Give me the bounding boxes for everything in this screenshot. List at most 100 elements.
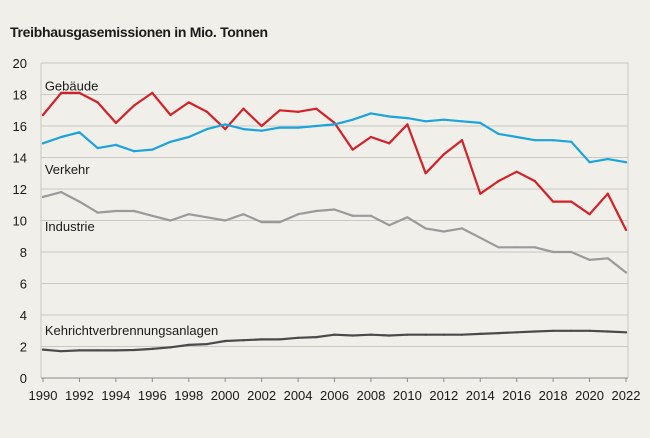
data-point-industrie xyxy=(351,214,354,217)
x-tick-label: 2014 xyxy=(466,388,495,403)
data-point-industrie xyxy=(151,214,154,217)
data-point-kehrichtverbrennungsanlagen xyxy=(406,333,409,336)
data-point-kehrichtverbrennungsanlagen xyxy=(224,339,227,343)
data-point-verkehr xyxy=(460,120,464,123)
data-point-geb-ude xyxy=(606,192,609,195)
data-point-industrie xyxy=(114,209,117,213)
data-point-geb-ude xyxy=(260,124,263,128)
data-point-verkehr xyxy=(479,121,482,124)
series-label: Industrie xyxy=(45,219,95,234)
data-point-verkehr xyxy=(60,135,63,139)
data-point-geb-ude xyxy=(297,110,300,113)
x-tick-label: 2018 xyxy=(539,388,568,403)
series-label: Verkehr xyxy=(45,162,90,177)
data-point-geb-ude xyxy=(96,101,99,104)
data-point-verkehr xyxy=(151,148,154,151)
data-point-verkehr xyxy=(96,147,99,150)
data-point-verkehr xyxy=(297,126,300,129)
data-point-geb-ude xyxy=(60,91,63,94)
data-point-verkehr xyxy=(369,112,372,115)
data-point-geb-ude xyxy=(515,170,518,173)
data-point-verkehr xyxy=(497,132,500,135)
data-point-kehrichtverbrennungsanlagen xyxy=(424,333,427,336)
data-point-geb-ude xyxy=(78,91,81,94)
x-tick-label: 2022 xyxy=(612,388,641,403)
x-tick-label: 2010 xyxy=(393,388,422,403)
data-point-industrie xyxy=(479,236,482,239)
data-point-verkehr xyxy=(224,123,227,126)
data-point-kehrichtverbrennungsanlagen xyxy=(515,331,518,334)
data-point-kehrichtverbrennungsanlagen xyxy=(242,339,245,342)
data-point-industrie xyxy=(78,200,81,203)
data-point-industrie xyxy=(333,208,336,211)
data-point-geb-ude xyxy=(533,180,537,183)
data-point-kehrichtverbrennungsanlagen xyxy=(588,329,591,332)
y-tick-label: 10 xyxy=(13,214,27,229)
data-point-industrie xyxy=(297,213,300,216)
data-point-verkehr xyxy=(588,161,591,164)
data-point-industrie xyxy=(388,224,391,227)
y-tick-label: 0 xyxy=(20,371,27,386)
x-tick-label: 1998 xyxy=(174,388,203,403)
series-label: Kehrichtverbrennungsanlagen xyxy=(45,323,218,338)
data-point-industrie xyxy=(497,246,500,249)
data-point-kehrichtverbrennungsanlagen xyxy=(552,329,555,332)
series-line-verkehr xyxy=(41,112,628,164)
data-point-kehrichtverbrennungsanlagen xyxy=(96,349,99,352)
y-tick-label: 14 xyxy=(13,151,27,166)
data-point-verkehr xyxy=(388,115,391,118)
data-point-verkehr xyxy=(333,123,336,126)
data-point-verkehr xyxy=(114,143,117,146)
data-point-geb-ude xyxy=(442,153,445,156)
data-point-verkehr xyxy=(133,150,136,153)
x-tick-label: 2020 xyxy=(575,388,604,403)
data-point-geb-ude xyxy=(205,110,209,113)
data-point-geb-ude xyxy=(588,213,591,216)
data-point-geb-ude xyxy=(460,139,464,142)
data-point-geb-ude xyxy=(351,148,354,151)
data-point-kehrichtverbrennungsanlagen xyxy=(533,330,537,333)
data-point-kehrichtverbrennungsanlagen xyxy=(624,331,628,334)
data-point-verkehr xyxy=(424,120,427,123)
data-point-verkehr xyxy=(515,135,518,139)
data-point-kehrichtverbrennungsanlagen xyxy=(606,330,609,333)
data-point-kehrichtverbrennungsanlagen xyxy=(278,338,281,341)
data-point-verkehr xyxy=(260,129,263,132)
data-point-industrie xyxy=(442,230,445,233)
data-point-industrie xyxy=(41,195,45,198)
data-point-industrie xyxy=(460,227,464,230)
y-axis-title: Treibhausgasemissionen in Mio. Tonnen xyxy=(10,24,268,40)
series-line-industrie xyxy=(41,191,628,274)
series-label: Gebäude xyxy=(45,79,99,94)
data-point-industrie xyxy=(205,216,209,219)
data-point-kehrichtverbrennungsanlagen xyxy=(187,343,190,346)
data-point-geb-ude xyxy=(187,101,190,104)
data-point-geb-ude xyxy=(151,91,154,94)
data-point-industrie xyxy=(406,216,409,219)
data-point-geb-ude xyxy=(242,107,245,110)
data-point-verkehr xyxy=(187,135,190,139)
data-point-verkehr xyxy=(278,126,281,129)
y-tick-label: 12 xyxy=(13,182,27,197)
data-point-verkehr xyxy=(533,139,537,142)
y-tick-label: 16 xyxy=(13,119,27,134)
x-tick-label: 2000 xyxy=(211,388,240,403)
data-point-verkehr xyxy=(624,161,628,164)
data-point-verkehr xyxy=(78,131,81,134)
data-point-geb-ude xyxy=(497,180,500,183)
y-tick-label: 8 xyxy=(20,245,27,260)
data-point-geb-ude xyxy=(406,123,409,126)
data-point-kehrichtverbrennungsanlagen xyxy=(297,336,300,339)
data-point-geb-ude xyxy=(114,121,117,124)
data-point-kehrichtverbrennungsanlagen xyxy=(205,343,209,346)
data-point-industrie xyxy=(588,258,591,261)
data-point-verkehr xyxy=(41,142,45,145)
x-tick-label: 2008 xyxy=(356,388,385,403)
data-point-kehrichtverbrennungsanlagen xyxy=(133,348,136,352)
data-point-verkehr xyxy=(169,140,172,143)
x-tick-label: 1994 xyxy=(101,388,130,403)
data-point-industrie xyxy=(96,211,99,214)
x-tick-label: 2012 xyxy=(429,388,458,403)
data-point-industrie xyxy=(515,246,518,249)
